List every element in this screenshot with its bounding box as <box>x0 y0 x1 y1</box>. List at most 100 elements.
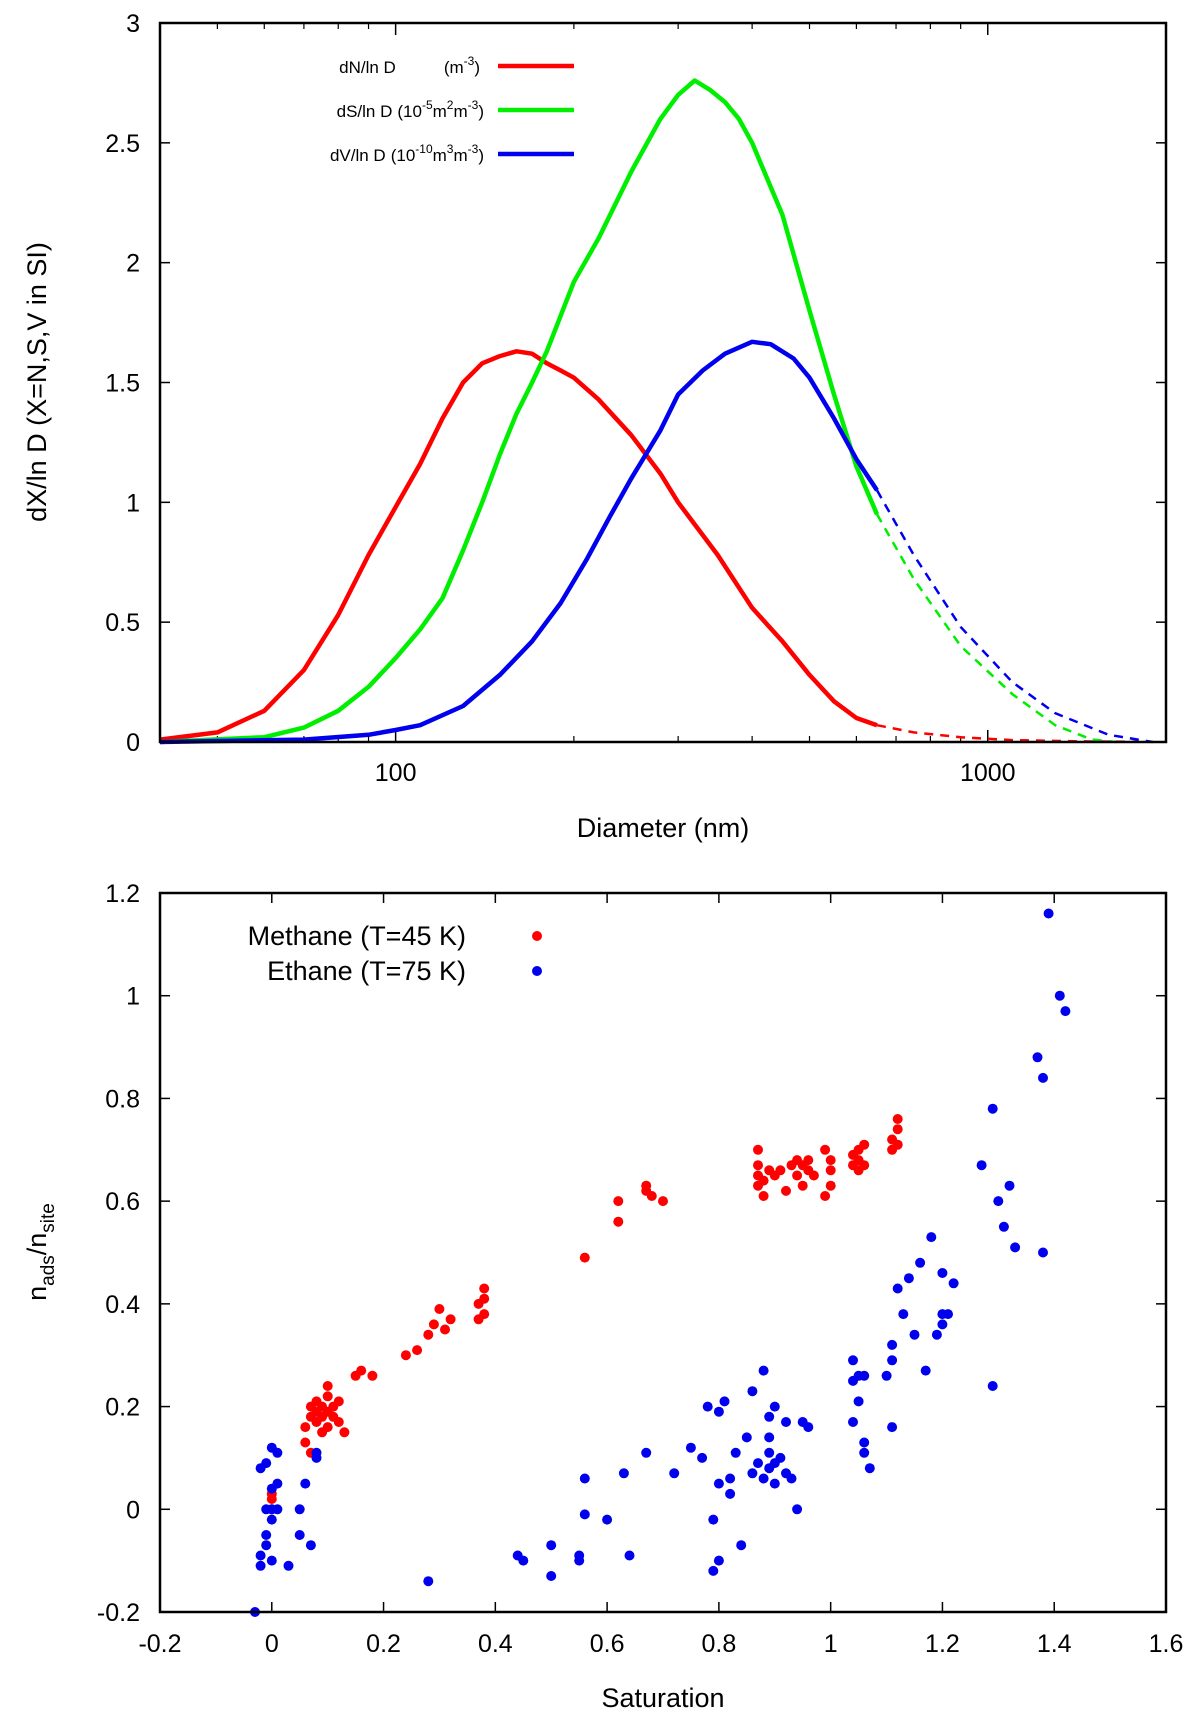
bottom-x-tick-label: 1.2 <box>925 1630 960 1658</box>
top-x-axis-label: Diameter (nm) <box>577 813 750 843</box>
svg-text:dS/ln D(10-5m2m-3): dS/ln D (10-5m2m-3) <box>337 98 484 121</box>
bottom-x-axis-label: Saturation <box>601 1683 724 1713</box>
scatter-point-methane <box>825 1165 836 1176</box>
scatter-point-ethane <box>792 1504 803 1515</box>
scatter-point-ethane <box>781 1417 791 1427</box>
scatter-point-ethane <box>294 1530 305 1540</box>
scatter-point-methane <box>792 1170 803 1181</box>
scatter-point-ethane <box>261 1540 272 1551</box>
scatter-point-methane <box>808 1170 819 1181</box>
scatter-point-methane <box>892 1139 903 1150</box>
scatter-point-ethane <box>1054 990 1065 1001</box>
scatter-point-methane <box>758 1191 769 1201</box>
scatter-point-methane <box>892 1124 903 1135</box>
scatter-point-ethane <box>943 1309 953 1320</box>
top-series-lines <box>159 78 1154 745</box>
bottom-y-axis-label: nads/nsite <box>22 1203 59 1301</box>
scatter-point-methane <box>428 1319 439 1330</box>
scatter-point-ethane <box>764 1411 775 1422</box>
scatter-point-ethane <box>920 1365 931 1376</box>
scatter-point-ethane <box>976 1160 987 1171</box>
scatter-point-ethane <box>881 1370 892 1381</box>
scatter-point-ethane <box>887 1422 898 1433</box>
top-tick-labels: 0 0.5 1 1.5 2 2.5 3 100 1000 <box>105 10 1015 787</box>
bottom-x-tick-label: -0.2 <box>138 1630 181 1658</box>
scatter-point-ethane <box>859 1370 870 1381</box>
scatter-point-ethane <box>272 1447 283 1458</box>
bottom-scatter-points <box>250 908 1071 1617</box>
scatter-point-ethane <box>1038 1247 1048 1258</box>
scatter-point-ethane <box>669 1468 680 1479</box>
scatter-point-ethane <box>713 1478 724 1489</box>
legend-entry-dV: dV/ln D (10-10m3m-3) <box>330 142 574 165</box>
scatter-point-ethane <box>769 1401 780 1412</box>
scatter-point-ethane <box>937 1268 948 1278</box>
scatter-point-methane <box>797 1180 808 1191</box>
svg-text:dV/ln D(10-10m3m-3): dV/ln D (10-10m3m-3) <box>330 142 484 165</box>
top-y-axis-label: dX/ln D (X=N,S,V in SI) <box>22 242 52 522</box>
scatter-point-methane <box>412 1345 423 1356</box>
legend-label-dV: dV/ln D <box>330 146 386 165</box>
scatter-point-ethane <box>1010 1242 1021 1253</box>
scatter-point-ethane <box>764 1447 775 1458</box>
scatter-point-ethane <box>574 1555 585 1566</box>
scatter-point-ethane <box>730 1447 741 1458</box>
scatter-point-methane <box>658 1196 668 1207</box>
scatter-point-ethane <box>546 1571 557 1581</box>
scatter-point-ethane <box>685 1442 696 1453</box>
scatter-point-methane <box>753 1144 763 1155</box>
scatter-point-methane <box>300 1437 311 1448</box>
scatter-point-ethane <box>848 1417 858 1427</box>
scatter-point-ethane <box>1004 1180 1015 1191</box>
scatter-point-methane <box>825 1155 836 1166</box>
bottom-x-tick-label: 0.2 <box>366 1630 401 1658</box>
scatter-point-ethane <box>747 1468 758 1479</box>
legend-marker-methane <box>532 931 542 941</box>
scatter-point-ethane <box>775 1452 786 1463</box>
top-y-tick-label: 0 <box>126 729 140 757</box>
scatter-point-ethane <box>998 1221 1009 1232</box>
scatter-point-methane <box>820 1144 831 1155</box>
legend-entry-dN: dN/ln D (m-3) <box>339 54 574 77</box>
scatter-point-methane <box>434 1304 445 1314</box>
bottom-ticks <box>159 892 1167 1613</box>
bottom-chart: -0.2 0 0.2 0.4 0.6 0.8 1 1.2 -0.2 0 0.2 0.4 0.6 0.8 1 1… <box>22 880 1183 1713</box>
scatter-point-ethane <box>579 1473 590 1484</box>
bottom-x-tick-label: 1 <box>824 1630 838 1658</box>
bottom-x-tick-label: 0 <box>265 1630 279 1658</box>
bottom-x-tick-label: 0.6 <box>590 1630 625 1658</box>
scatter-point-ethane <box>624 1550 635 1561</box>
scatter-point-ethane <box>311 1452 322 1463</box>
scatter-point-ethane <box>261 1458 272 1469</box>
scatter-point-ethane <box>272 1504 283 1515</box>
scatter-point-methane <box>758 1175 769 1186</box>
scatter-point-methane <box>322 1422 333 1433</box>
bottom-y-tick-label: 0.2 <box>105 1394 140 1422</box>
bottom-y-tick-label: -0.2 <box>97 1599 140 1627</box>
scatter-point-ethane <box>305 1540 316 1551</box>
scatter-point-methane <box>300 1422 311 1433</box>
scatter-point-ethane <box>931 1329 942 1340</box>
scatter-point-ethane <box>859 1447 870 1458</box>
bottom-y-tick-label: 0 <box>126 1496 140 1524</box>
legend-label-dS: dS/ln D <box>337 102 393 121</box>
scatter-point-ethane <box>758 1473 769 1484</box>
scatter-point-ethane <box>864 1463 875 1474</box>
scatter-point-ethane <box>702 1401 713 1412</box>
scatter-point-methane <box>859 1160 870 1171</box>
scatter-point-ethane <box>708 1565 719 1576</box>
bottom-y-tick-label: 1.2 <box>105 880 140 908</box>
scatter-point-methane <box>820 1191 831 1201</box>
scatter-point-ethane <box>937 1319 948 1330</box>
bottom-x-tick-label: 0.4 <box>478 1630 513 1658</box>
top-x-tick-label: 1000 <box>960 759 1016 787</box>
bottom-y-tick-label: 0.6 <box>105 1188 140 1216</box>
scatter-point-ethane <box>518 1555 529 1566</box>
scatter-point-ethane <box>283 1560 294 1571</box>
scatter-point-ethane <box>579 1509 590 1520</box>
scatter-point-ethane <box>859 1437 870 1448</box>
legend-label-methane: Methane (T=45 K) <box>248 921 466 951</box>
top-y-tick-label: 2 <box>126 250 140 278</box>
scatter-point-ethane <box>769 1478 780 1489</box>
top-y-tick-label: 3 <box>126 10 140 38</box>
